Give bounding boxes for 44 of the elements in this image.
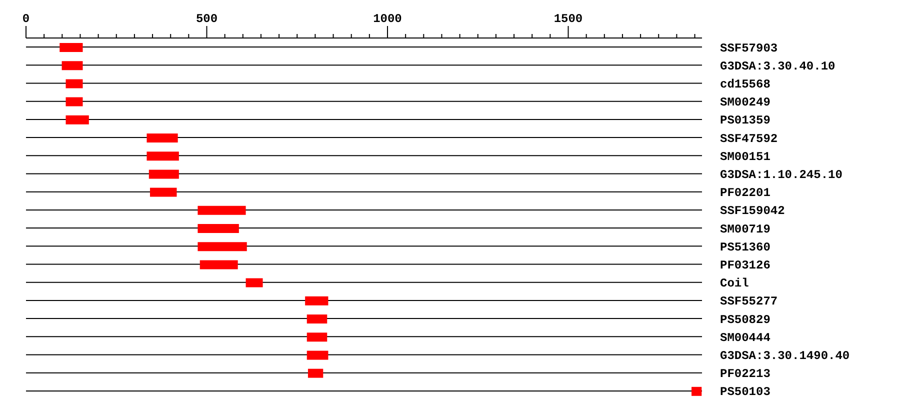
- bar: [198, 206, 246, 215]
- y-tick-label: G3DSA:3.30.40.10: [720, 59, 836, 74]
- x-tick-label: 1500: [554, 12, 583, 26]
- y-tick-label: cd15568: [720, 78, 770, 92]
- y-tick-label: SM00249: [720, 96, 770, 110]
- bar: [198, 242, 247, 252]
- y-tick-label: SM00719: [720, 222, 770, 236]
- bar: [306, 314, 328, 324]
- y-tick-label: G3DSA:3.30.1490.40: [720, 349, 850, 364]
- y-tick-label: PS50829: [720, 312, 770, 327]
- bar: [60, 43, 83, 52]
- bar: [306, 350, 328, 360]
- y-tick-label: SSF57903: [720, 41, 778, 56]
- y-tick-label: PF03126: [720, 258, 770, 273]
- y-tick-label: PS51360: [720, 240, 770, 254]
- y-tick-label: PS01359: [720, 114, 770, 128]
- y-tick-label: SSF159042: [720, 204, 785, 218]
- y-tick-label: Coil: [720, 276, 749, 291]
- bar: [200, 260, 238, 270]
- bar: [306, 332, 328, 342]
- bar: [308, 368, 324, 378]
- y-tick-label: SM00444: [720, 330, 770, 345]
- y-tick-label: SSF55277: [720, 294, 778, 309]
- bar: [66, 97, 83, 106]
- y-tick-label: SM00151: [720, 150, 770, 164]
- x-tick-label: 1000: [373, 12, 402, 26]
- y-tick-label: PF02201: [720, 186, 770, 200]
- bar: [246, 278, 263, 288]
- bar: [692, 386, 702, 396]
- bar: [198, 224, 239, 233]
- bar: [305, 296, 328, 306]
- bar: [150, 188, 177, 197]
- y-tick-label: PF02213: [720, 367, 770, 382]
- bar: [66, 79, 83, 88]
- bar: [62, 61, 83, 70]
- y-tick-label: SSF47592: [720, 132, 778, 146]
- bar: [146, 152, 179, 161]
- bar: [66, 115, 89, 124]
- x-tick-label: 500: [196, 12, 218, 26]
- bar: [146, 134, 178, 142]
- y-tick-label: G3DSA:1.10.245.10: [720, 168, 842, 182]
- x-tick-label: 0: [22, 12, 30, 26]
- bar: [148, 170, 179, 179]
- y-tick-label: PS50103: [720, 385, 770, 400]
